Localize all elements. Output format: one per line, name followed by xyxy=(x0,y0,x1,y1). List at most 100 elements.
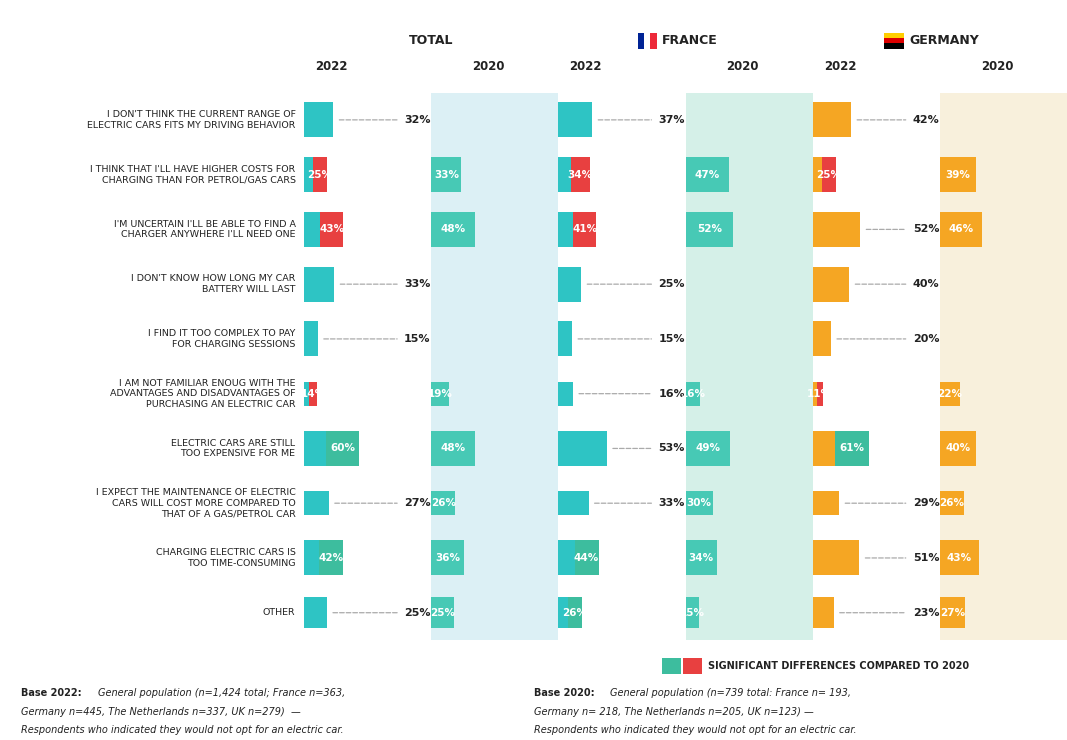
Bar xyxy=(686,540,717,576)
Text: Germany n=445, The Netherlands n=337, UK n=279)  —: Germany n=445, The Netherlands n=337, UK… xyxy=(21,707,301,717)
Text: 36%: 36% xyxy=(435,553,460,563)
Text: TOTAL: TOTAL xyxy=(409,34,453,47)
Bar xyxy=(327,431,359,466)
Text: I FIND IT TOO COMPLEX TO PAY
FOR CHARGING SESSIONS: I FIND IT TOO COMPLEX TO PAY FOR CHARGIN… xyxy=(148,329,296,349)
Bar xyxy=(431,431,475,466)
Bar xyxy=(574,540,599,576)
Bar xyxy=(431,212,475,247)
Text: 34%: 34% xyxy=(568,169,593,180)
Bar xyxy=(940,92,1067,640)
Bar xyxy=(558,266,582,302)
Text: I'M UNCERTAIN I'LL BE ABLE TO FIND A
CHARGER ANYWHERE I'LL NEED ONE: I'M UNCERTAIN I'LL BE ABLE TO FIND A CHA… xyxy=(113,220,296,239)
Text: 42%: 42% xyxy=(318,553,344,563)
Text: I DON'T KNOW HOW LONG MY CAR
BATTERY WILL LAST: I DON'T KNOW HOW LONG MY CAR BATTERY WIL… xyxy=(131,275,296,294)
Text: 37%: 37% xyxy=(658,115,685,125)
Text: 30%: 30% xyxy=(687,498,712,508)
Bar xyxy=(940,597,965,628)
Text: I DON'T THINK THE CURRENT RANGE OF
ELECTRIC CARS FITS MY DRIVING BEHAVIOR: I DON'T THINK THE CURRENT RANGE OF ELECT… xyxy=(87,110,296,130)
Text: 23%: 23% xyxy=(912,608,939,618)
Bar xyxy=(686,92,813,640)
Bar xyxy=(568,597,583,628)
Text: 2020: 2020 xyxy=(981,60,1014,73)
Bar xyxy=(304,266,334,302)
Text: 61%: 61% xyxy=(840,443,864,454)
Bar xyxy=(835,431,869,466)
Text: 26%: 26% xyxy=(431,498,456,508)
Text: 33%: 33% xyxy=(658,498,685,508)
Text: 51%: 51% xyxy=(912,553,939,563)
Text: 16%: 16% xyxy=(681,388,705,399)
Text: 60%: 60% xyxy=(330,443,355,454)
Bar xyxy=(816,382,823,406)
Bar xyxy=(686,597,699,628)
Text: 53%: 53% xyxy=(658,443,685,454)
Text: 32%: 32% xyxy=(404,115,431,125)
Bar xyxy=(651,33,657,49)
Text: 48%: 48% xyxy=(441,224,466,235)
Text: 52%: 52% xyxy=(912,224,939,235)
Bar xyxy=(813,431,869,466)
Text: 25%: 25% xyxy=(816,169,841,180)
Text: 27%: 27% xyxy=(404,498,431,508)
Text: 44%: 44% xyxy=(574,553,600,563)
Text: Base 2022:: Base 2022: xyxy=(21,688,82,699)
Bar xyxy=(686,212,733,247)
Text: 41%: 41% xyxy=(572,224,598,235)
Bar xyxy=(822,157,835,192)
Text: 48%: 48% xyxy=(441,443,466,454)
Bar xyxy=(309,382,317,406)
Bar xyxy=(431,540,464,576)
Text: 34%: 34% xyxy=(688,553,714,563)
Text: 2022: 2022 xyxy=(570,60,602,73)
Bar xyxy=(304,382,317,406)
Bar xyxy=(320,212,344,247)
Text: General population (n=1,424 total; France n=363,: General population (n=1,424 total; Franc… xyxy=(98,688,346,699)
Bar xyxy=(686,382,700,406)
Text: 33%: 33% xyxy=(404,279,431,289)
Text: 42%: 42% xyxy=(912,115,940,125)
Bar xyxy=(940,431,976,466)
Text: 2022: 2022 xyxy=(316,60,348,73)
Text: 33%: 33% xyxy=(434,169,459,180)
Bar xyxy=(813,102,851,138)
Bar xyxy=(558,157,590,192)
Bar xyxy=(431,157,461,192)
Bar xyxy=(304,212,344,247)
Text: 11%: 11% xyxy=(808,388,832,399)
Text: Respondents who indicated they would not opt for an electric car.: Respondents who indicated they would not… xyxy=(21,725,344,736)
Text: GERMANY: GERMANY xyxy=(909,34,978,47)
Text: 43%: 43% xyxy=(319,224,345,235)
Text: 25%: 25% xyxy=(430,608,456,618)
Bar xyxy=(686,491,713,515)
Bar xyxy=(662,658,681,674)
Text: FRANCE: FRANCE xyxy=(662,34,718,47)
Bar xyxy=(558,321,572,357)
Text: General population (n=739 total: France n= 193,: General population (n=739 total: France … xyxy=(610,688,851,699)
Text: Respondents who indicated they would not opt for an electric car.: Respondents who indicated they would not… xyxy=(534,725,856,736)
Bar xyxy=(686,431,731,466)
Bar xyxy=(304,157,327,192)
Text: 19%: 19% xyxy=(428,388,452,399)
Text: 15%: 15% xyxy=(658,334,685,344)
Bar xyxy=(885,44,904,49)
Text: 2020: 2020 xyxy=(473,60,505,73)
Bar xyxy=(304,321,318,357)
Text: 47%: 47% xyxy=(695,169,719,180)
Bar xyxy=(885,38,904,44)
Bar xyxy=(638,33,644,49)
Text: 22%: 22% xyxy=(938,388,962,399)
Bar xyxy=(571,157,590,192)
Bar xyxy=(304,491,329,515)
Text: 29%: 29% xyxy=(912,498,940,508)
Bar xyxy=(558,102,592,138)
Text: 16%: 16% xyxy=(658,388,685,399)
Text: 52%: 52% xyxy=(697,224,722,235)
Bar xyxy=(558,212,596,247)
Text: Germany n= 218, The Netherlands n=205, UK n=123) —: Germany n= 218, The Netherlands n=205, U… xyxy=(534,707,813,717)
Text: 39%: 39% xyxy=(945,169,970,180)
Bar xyxy=(813,597,833,628)
Bar xyxy=(813,540,859,576)
Text: 14%: 14% xyxy=(301,388,325,399)
Text: 40%: 40% xyxy=(945,443,971,454)
Text: ELECTRIC CARS ARE STILL
TOO EXPENSIVE FOR ME: ELECTRIC CARS ARE STILL TOO EXPENSIVE FO… xyxy=(172,439,296,458)
